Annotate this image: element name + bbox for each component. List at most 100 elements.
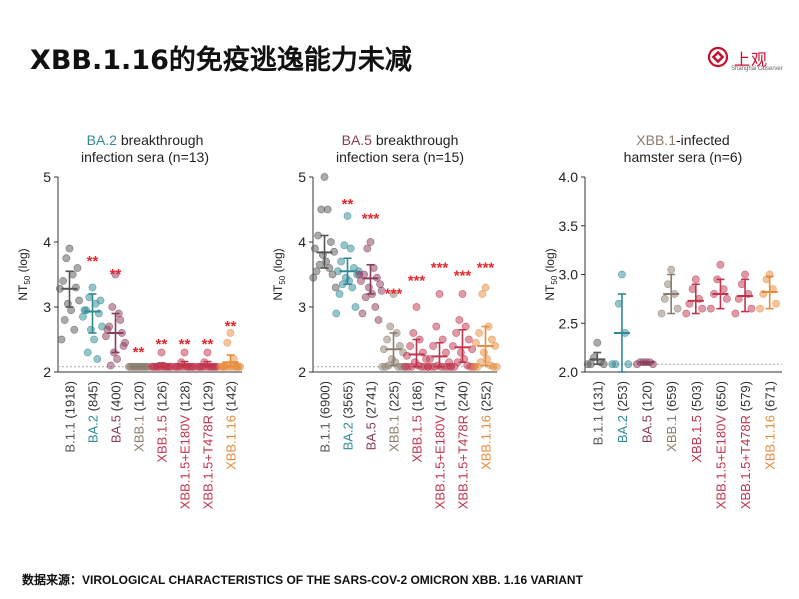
y-tick-label: 4.0: [559, 169, 579, 185]
data-point: [108, 303, 117, 311]
data-point: [698, 304, 707, 313]
data-point: [583, 360, 592, 369]
x-tick-label: BA.5 (2741): [364, 381, 379, 450]
data-point: [218, 362, 227, 371]
chart-title: XBB.1-infected: [636, 132, 729, 148]
data-point: [716, 260, 725, 269]
significance-marker: **: [133, 344, 145, 361]
data-point: [722, 294, 731, 303]
x-tick-label: XBB.1.5 (186): [410, 381, 425, 463]
data-point: [492, 362, 501, 371]
data-point: [452, 329, 460, 337]
data-point: [429, 342, 437, 350]
x-tick-label: XBB.1.5+E180V (650): [713, 381, 728, 509]
data-point: [361, 293, 370, 302]
data-point: [358, 309, 367, 318]
x-tick-label: XBB.1.5+T478R (240): [456, 381, 471, 509]
x-tick-label: XBB.1.16 (671): [763, 381, 778, 470]
data-point: [331, 283, 340, 292]
x-tick-label: XBB.1 (659): [664, 381, 679, 452]
data-point: [70, 325, 79, 334]
data-point: [424, 362, 433, 371]
x-tick-label: BA.5 (400): [109, 381, 124, 443]
data-point: [157, 348, 166, 357]
data-point: [406, 342, 414, 350]
y-tick-label: 2.5: [559, 315, 579, 331]
x-tick-label: BA.2 (3565): [341, 381, 356, 450]
source-note: 数据来源：VIROLOGICAL CHARACTERISTICS OF THE …: [22, 573, 583, 587]
data-point: [458, 290, 467, 298]
data-point: [73, 264, 82, 272]
significance-marker: ***: [477, 260, 495, 277]
data-point: [149, 362, 158, 371]
data-point: [374, 316, 383, 324]
chart-title-rest: -infected: [676, 132, 730, 148]
data-point: [593, 338, 602, 347]
data-point: [660, 294, 669, 303]
data-point: [435, 290, 444, 298]
data-point: [673, 304, 682, 313]
data-point: [401, 362, 410, 371]
chart-title-strain: XBB.1: [636, 132, 676, 148]
data-point: [691, 275, 700, 284]
data-point: [409, 329, 418, 337]
y-tick-label: 3.5: [559, 218, 579, 234]
data-point: [309, 273, 318, 282]
data-point: [478, 290, 487, 298]
data-point: [326, 238, 335, 246]
x-tick-label: XBB.1.5+E180V (174): [433, 381, 448, 509]
data-point: [223, 338, 232, 347]
significance-marker: **: [110, 266, 122, 283]
data-point: [772, 299, 780, 308]
data-point: [93, 355, 102, 363]
data-point: [65, 244, 74, 253]
data-point: [455, 316, 464, 324]
significance-marker: ***: [408, 273, 426, 290]
data-point: [448, 342, 457, 350]
data-point: [378, 362, 387, 371]
chart-subtitle: infection sera (n=15): [336, 149, 464, 165]
x-tick-label: B.1.1 (131): [590, 381, 605, 445]
x-tick-label: XBB.1.5+T478R (579): [738, 381, 753, 509]
significance-marker: **: [202, 336, 214, 353]
data-point: [343, 212, 352, 220]
significance-marker: **: [87, 253, 99, 270]
logo-subtitle: Shanghai Observer: [731, 66, 783, 72]
x-tick-label: XBB.1.16 (142): [224, 381, 239, 470]
data-point: [624, 360, 633, 369]
data-point: [706, 304, 715, 313]
data-point: [667, 265, 676, 274]
data-point: [90, 335, 98, 344]
data-point: [348, 283, 357, 292]
data-point: [487, 335, 496, 344]
data-point: [441, 348, 450, 357]
chart-title: BA.2 breakthrough: [87, 132, 204, 148]
data-point: [464, 335, 473, 344]
y-tick-label: 2: [298, 364, 306, 380]
data-point: [747, 304, 756, 313]
data-point: [412, 303, 421, 311]
data-point: [608, 360, 617, 369]
data-point: [383, 335, 391, 344]
data-point: [376, 280, 384, 289]
chart-title: BA.5 breakthrough: [342, 132, 459, 148]
data-point: [337, 257, 345, 266]
significance-marker: **: [179, 336, 191, 353]
data-point: [75, 296, 83, 305]
data-point: [57, 335, 66, 344]
data-point: [226, 329, 235, 337]
data-point: [432, 322, 441, 331]
data-point: [364, 283, 373, 292]
data-point: [479, 348, 488, 357]
page-title: XBB.1.16的免疫逃逸能力未减: [30, 45, 412, 76]
x-tick-label: XBB.1.16 (252): [479, 381, 494, 470]
data-point: [386, 322, 395, 331]
data-point: [657, 309, 666, 318]
data-point: [111, 270, 120, 279]
data-point: [481, 283, 490, 292]
y-tick-label: 3: [43, 299, 51, 315]
logo: 上观 Shanghai Observer: [707, 44, 787, 78]
